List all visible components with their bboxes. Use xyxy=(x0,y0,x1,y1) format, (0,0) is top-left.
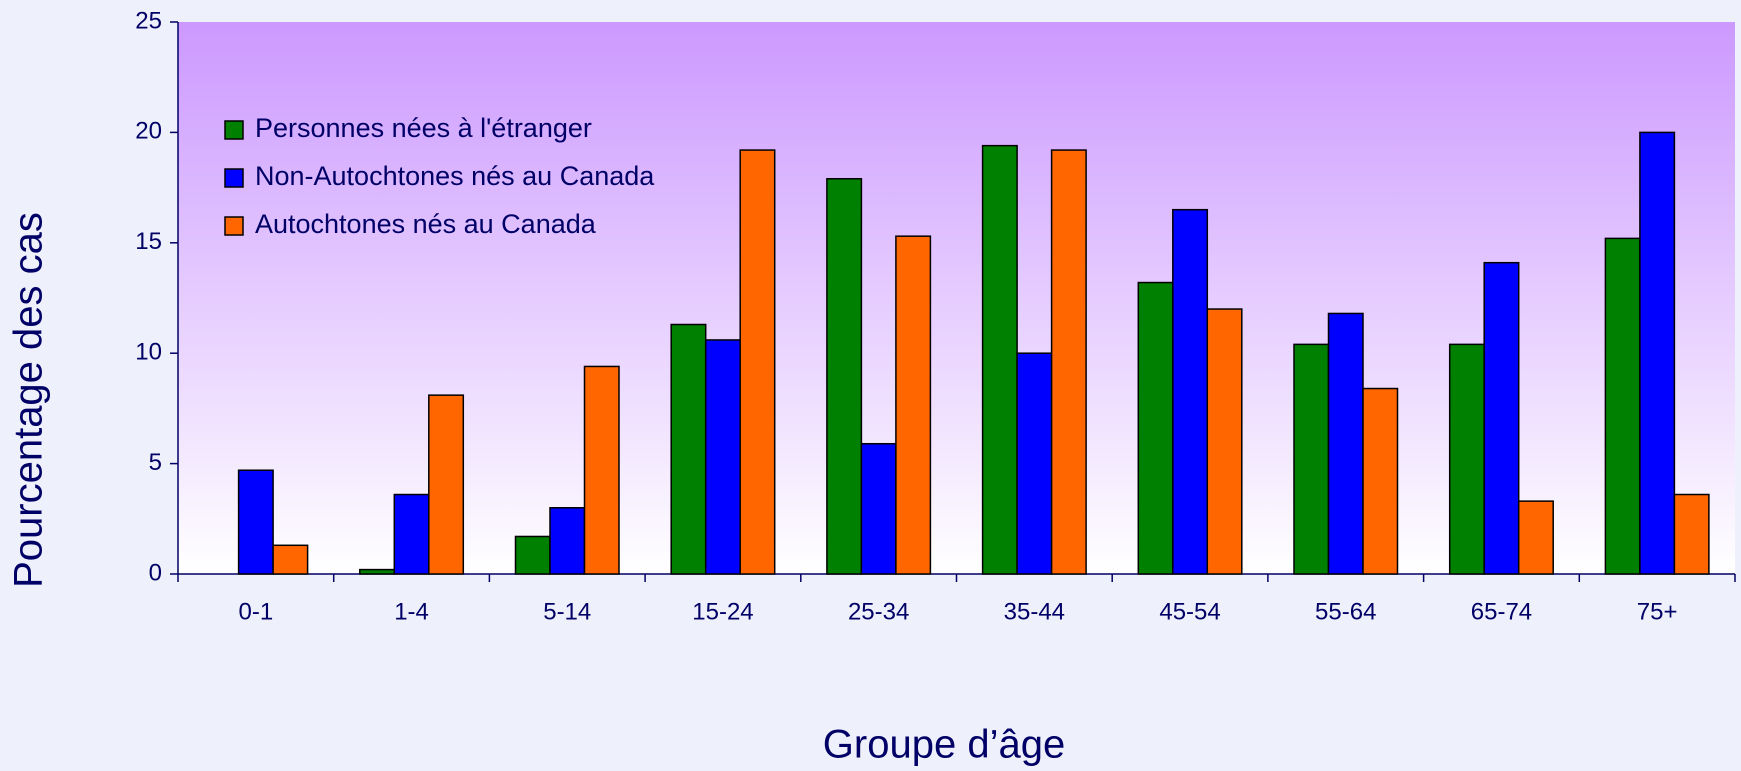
bar xyxy=(514,535,551,575)
bar xyxy=(1137,281,1174,575)
x-tick-label: 45-54 xyxy=(1159,598,1220,625)
bar xyxy=(1448,343,1485,575)
y-tick-label: 10 xyxy=(135,339,162,366)
y-tick-label: 25 xyxy=(135,7,162,34)
bar xyxy=(1293,343,1330,575)
legend-swatch xyxy=(224,216,244,236)
bar xyxy=(1206,308,1243,575)
x-tick-label: 25-34 xyxy=(848,598,909,625)
x-tick-label: 55-64 xyxy=(1315,598,1376,625)
x-tick-label: 35-44 xyxy=(1004,598,1065,625)
bar xyxy=(237,469,274,575)
bar xyxy=(670,323,707,575)
x-tick-label: 65-74 xyxy=(1471,598,1532,625)
x-tick-label: 5-14 xyxy=(543,598,591,625)
bar xyxy=(1362,387,1399,575)
bar xyxy=(1483,261,1520,575)
y-tick-label: 5 xyxy=(149,449,162,476)
bar xyxy=(1016,352,1053,575)
legend-label: Non-Autochtones nés au Canada xyxy=(255,161,655,191)
bar xyxy=(393,493,430,575)
bar xyxy=(704,339,741,575)
bar xyxy=(1604,237,1641,575)
y-tick-label: 0 xyxy=(149,559,162,586)
bar xyxy=(1050,149,1087,575)
x-tick-label: 1-4 xyxy=(394,598,429,625)
y-tick-label: 20 xyxy=(135,118,162,145)
bar xyxy=(1639,131,1676,575)
bar xyxy=(1172,208,1209,575)
bar xyxy=(359,568,396,575)
legend-swatch xyxy=(224,168,244,188)
bar xyxy=(981,144,1018,575)
legend-swatch xyxy=(224,120,244,140)
bar xyxy=(860,442,897,575)
bar xyxy=(826,178,863,575)
bar xyxy=(583,365,620,575)
bar xyxy=(272,544,309,575)
x-axis-label: Groupe d’âge xyxy=(823,723,1065,767)
bar xyxy=(895,235,932,575)
y-tick-label: 15 xyxy=(135,228,162,255)
legend-label: Autochtones nés au Canada xyxy=(255,209,597,239)
bar xyxy=(1517,500,1554,575)
bar xyxy=(739,149,776,575)
legend-label: Personnes nées à l'étranger xyxy=(255,113,592,143)
x-tick-label: 15-24 xyxy=(692,598,753,625)
bar xyxy=(1327,312,1364,575)
y-axis-label: Pourcentage des cas xyxy=(7,212,51,588)
bar xyxy=(428,394,465,575)
bar xyxy=(1673,493,1710,575)
x-tick-label: 0-1 xyxy=(239,598,274,625)
bar xyxy=(549,507,586,575)
x-tick-label: 75+ xyxy=(1637,598,1678,625)
